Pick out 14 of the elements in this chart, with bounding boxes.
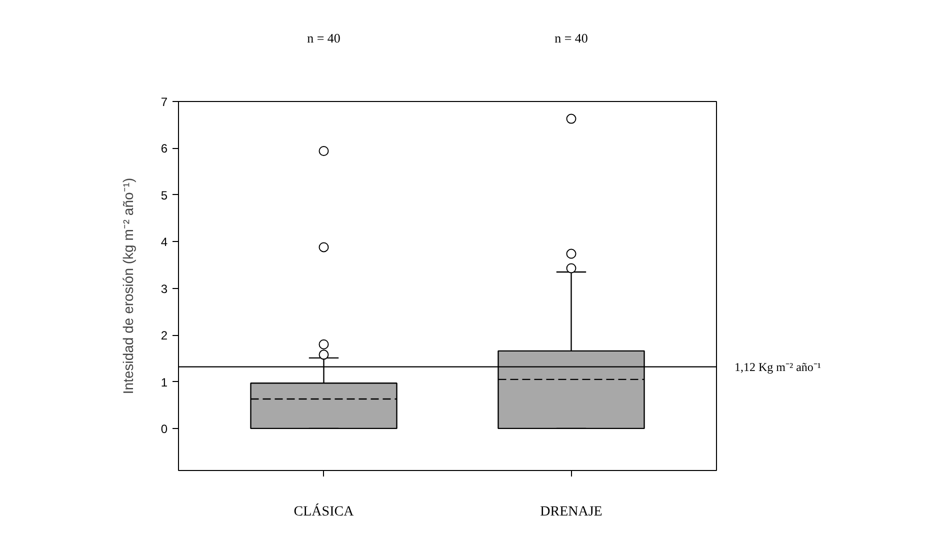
x-tick-label: DRENAJE — [540, 504, 602, 520]
ref-line-label: 1,12 Kg m⁻² año⁻¹ — [734, 360, 822, 374]
y-tick-label: 5 — [160, 188, 168, 202]
text: n = 40 — [307, 30, 340, 46]
y-tick-label: 2 — [160, 328, 168, 343]
y-tick-label: 6 — [160, 142, 168, 156]
text: n = 40 — [554, 30, 588, 46]
y-tick-label: 0 — [160, 422, 168, 436]
y-axis-title: Intesidad de erosión (kg m⁻² año⁻¹) — [120, 178, 136, 394]
y-tick-label: 4 — [160, 235, 168, 250]
y-tick-label: 3 — [160, 282, 168, 296]
x-tick-label: CLÁSICA — [294, 502, 355, 520]
y-tick-label: 1 — [160, 375, 168, 390]
y-tick-label: 7 — [160, 95, 168, 109]
